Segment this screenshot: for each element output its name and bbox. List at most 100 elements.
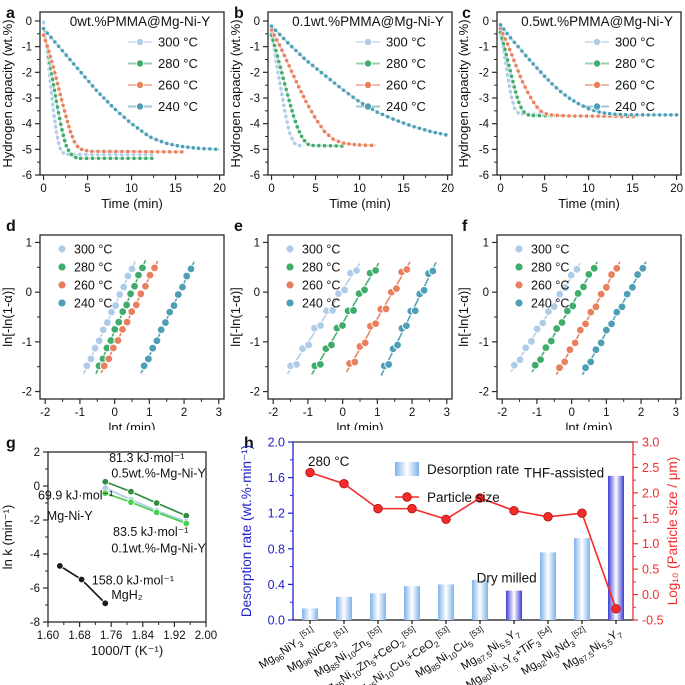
x-axis-label: Time (min) xyxy=(558,196,620,211)
y-tick-label: 0 xyxy=(26,287,32,299)
panel-title: 0.5wt.%PMMA@Mg-Ni-Y xyxy=(521,14,673,29)
x-tick-label: 1.76 xyxy=(100,630,122,642)
legend-label: 300 °C xyxy=(615,35,655,50)
bar-10 xyxy=(608,475,624,620)
axes: 0 5 10 15 20 0 -1 -2 -3 -4 -5 -6 Time (min) Hydrogen … xyxy=(456,11,683,211)
y-tick-label: 0 xyxy=(483,16,489,28)
x-tick-label: -1 xyxy=(75,407,85,419)
x-tick-label: 0 xyxy=(568,407,574,419)
axes: 0 5 10 15 20 0 -1 -2 -3 -4 -5 -6 Time (min) Hydrogen … xyxy=(0,11,226,211)
legend-label: 300 °C xyxy=(531,243,569,257)
y-tick-label: 0 xyxy=(26,16,32,28)
x-tick-label: 0 xyxy=(497,183,503,195)
x-tick-label: 3 xyxy=(444,407,450,419)
left-tick-label: 0.4 xyxy=(268,578,285,592)
bar-1 xyxy=(302,608,318,620)
y-tick-label: -1 xyxy=(250,42,260,54)
legend-label: 260 °C xyxy=(531,279,569,293)
x-tick-label: 3 xyxy=(673,407,679,419)
y-tick-label: -6 xyxy=(479,170,489,182)
x-tick-label: 2 xyxy=(409,407,415,419)
right-tick-label: 0.0 xyxy=(642,588,659,602)
legend-label: 300 °C xyxy=(302,243,340,257)
legend: 300 °C 280 °C 260 °C 240 °C xyxy=(356,35,426,114)
x-tick-label: 20 xyxy=(670,183,683,195)
line-0.1wt.%-Mg-Ni-Y xyxy=(104,492,187,525)
y-tick-label: -6 xyxy=(22,170,32,182)
legend-label: 240 °C xyxy=(531,297,569,311)
annotation: 69.9 kJ·mol⁻¹ xyxy=(38,489,113,503)
axes: 0.0 0.4 0.8 1.2 1.6 2.0 -0.5 0.0 0.5 1.0 1.5 2.0 2.5… xyxy=(239,436,680,628)
panel-d: d -2 -1 0 1 2 3 1 0 -1 -2 lnt (min) ln[-ln(1-α)] 300 … xyxy=(0,218,225,430)
x-tick-label: 0 xyxy=(111,407,117,419)
legend-label: 240 °C xyxy=(386,99,426,114)
legend: 300 °C 280 °C 260 °C 240 °C xyxy=(285,243,340,311)
annotation: Dry milled xyxy=(477,571,537,586)
category-labels: Mg96NiY3 [51]Mg96NiCe3 [51]Mg85Ni10Zn5 [… xyxy=(257,624,625,685)
y-tick-label: -2 xyxy=(30,515,40,527)
x-tick-label: 0 xyxy=(40,183,46,195)
y-tick-label: -6 xyxy=(30,583,40,595)
y-tick-label: 1 xyxy=(254,237,260,249)
y-axis-label: ln k (min⁻¹) xyxy=(0,505,15,570)
right-tick-label: 0.5 xyxy=(642,563,659,577)
left-tick-label: 2.0 xyxy=(268,436,285,450)
curve-260 °C xyxy=(42,34,182,153)
legend: 300 °C 280 °C 260 °C 240 °C xyxy=(57,243,112,311)
fit-line-240 °C xyxy=(380,262,437,376)
right-tick-label: -0.5 xyxy=(642,614,664,628)
fit-line-240 °C xyxy=(140,261,195,374)
bars xyxy=(302,475,624,624)
bar-3 xyxy=(370,593,386,620)
category-label: Mg92Ni5Nd3 [52] xyxy=(518,624,591,679)
panel-letter: h xyxy=(244,435,254,452)
annotations: 81.3 kJ·mol⁻¹ 0.5wt.%-Mg-Ni-Y 69.9 kJ·mol⁻… xyxy=(38,451,207,602)
legend-bar-swatch xyxy=(395,462,419,476)
y-tick-label: -3 xyxy=(22,93,32,105)
legend: 300 °C 280 °C 260 °C 240 °C xyxy=(585,35,655,114)
x-tick-label: 5 xyxy=(541,183,547,195)
x-tick-label: -2 xyxy=(268,407,278,419)
y-axis-label: ln[-ln(1-α)] xyxy=(0,287,15,347)
annotation: 0.1wt.%-Mg-Ni-Y xyxy=(111,541,206,555)
y-tick-label: -2 xyxy=(479,387,489,399)
panel-letter: g xyxy=(6,435,16,452)
right-tick-label: 3.0 xyxy=(642,436,659,450)
x-tick-label: 1.92 xyxy=(163,630,185,642)
annotation: 280 °C xyxy=(308,454,350,469)
annotation: 83.5 kJ·mol⁻¹ xyxy=(113,525,188,539)
y-tick-label: -2 xyxy=(479,67,489,79)
particle-size-line xyxy=(305,467,621,614)
legend-label: 280 °C xyxy=(386,56,426,71)
y-tick-label: -1 xyxy=(22,337,32,349)
fit-line-260 °C xyxy=(345,261,411,373)
panel-letter: b xyxy=(234,5,244,22)
y-tick-label: 0 xyxy=(254,287,260,299)
y-tick-label: -1 xyxy=(22,42,32,54)
legend-label: 280 °C xyxy=(74,261,112,275)
y-tick-label: -2 xyxy=(250,67,260,79)
annotation: MgH₂ xyxy=(111,588,142,602)
panel-letter: c xyxy=(462,5,471,22)
x-tick-label: 15 xyxy=(169,183,182,195)
axes: -2 -1 0 1 2 3 1 0 -1 -2 lnt (min) ln[-ln(1-α)] xyxy=(228,234,453,430)
y-axis-label: ln[-ln(1-α)] xyxy=(456,287,471,347)
panel-e: e -2 -1 0 1 2 3 1 0 -1 -2 lnt (min) ln[-ln(1-α)] 300 … xyxy=(228,218,453,430)
legend-label: 240 °C xyxy=(302,297,340,311)
x-tick-label: 0 xyxy=(339,407,345,419)
y-tick-label: -8 xyxy=(30,617,40,629)
left-tick-label: 1.6 xyxy=(268,471,285,485)
legend-label: 260 °C xyxy=(302,279,340,293)
fit-line-240 °C xyxy=(581,261,647,376)
x-axis-label: Time (min) xyxy=(101,196,163,211)
legend-label: 280 °C xyxy=(158,56,198,71)
bar-7 xyxy=(506,590,522,620)
bar-9 xyxy=(574,538,590,620)
y-tick-label: 0 xyxy=(34,481,40,493)
left-tick-label: 0.0 xyxy=(268,614,285,628)
panel-letter: a xyxy=(6,5,15,22)
y-tick-label: -4 xyxy=(30,549,41,561)
